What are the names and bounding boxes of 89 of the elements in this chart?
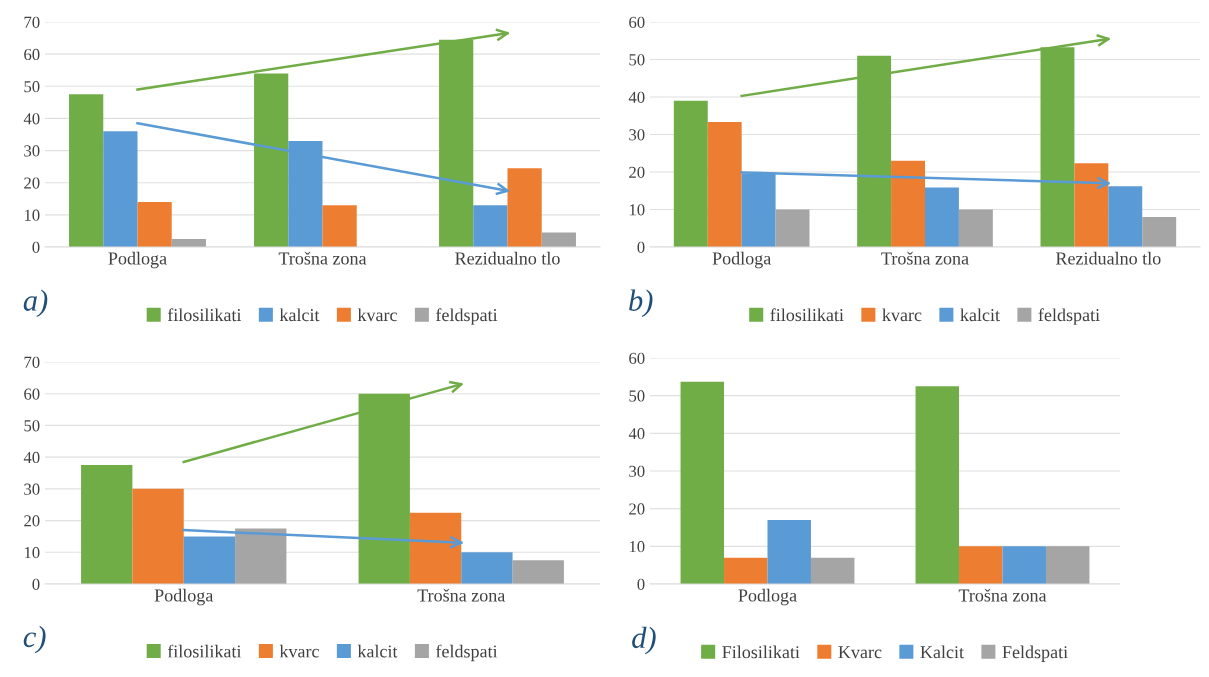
- x-tick-label: Rezidualno tlo: [1055, 251, 1161, 265]
- y-tick-label: 50: [24, 420, 40, 432]
- y-tick-label: 60: [24, 48, 40, 61]
- y-tick-label: 20: [629, 166, 645, 178]
- x-tick-label: Podloga: [154, 588, 214, 606]
- x-tick-label: Podloga: [712, 251, 772, 269]
- y-tick-label: 50: [629, 54, 645, 66]
- legend-label: kalcit: [357, 644, 398, 658]
- bar: [724, 557, 768, 584]
- y-tick-label: 0: [32, 578, 40, 590]
- x-tick-label: Rezidualno tlo: [455, 251, 560, 265]
- y-tick-label: 60: [629, 352, 645, 364]
- bar: [103, 131, 138, 247]
- legend-label: feldspati: [435, 308, 498, 325]
- bar: [183, 536, 236, 584]
- bar: [132, 488, 184, 584]
- y-tick-label: 50: [24, 80, 40, 93]
- bar: [925, 187, 959, 247]
- y-tick-label: 60: [24, 388, 40, 400]
- legend-label: kvarc: [882, 308, 922, 322]
- y-tick-label: 40: [23, 451, 40, 464]
- y-tick-label: 20: [24, 515, 40, 527]
- bar: [473, 205, 508, 247]
- bar: [1045, 546, 1090, 584]
- legend-label: filosilikati: [167, 308, 242, 322]
- bar: [959, 546, 1003, 584]
- legend-label: filosilikati: [770, 308, 844, 322]
- y-tick-label: 0: [32, 241, 40, 253]
- bar: [507, 168, 542, 247]
- x-tick-label: Trošna zona: [278, 251, 367, 265]
- legend-label: kvarc: [279, 644, 319, 658]
- bar: [512, 560, 564, 584]
- legend-label: kvarc: [357, 308, 397, 322]
- y-tick-label: 30: [629, 465, 645, 477]
- bar: [81, 465, 133, 584]
- bar: [461, 552, 513, 584]
- y-tick-label: 30: [24, 483, 40, 495]
- legend-label: feldspati: [435, 644, 498, 662]
- bar: [1002, 546, 1046, 584]
- bar: [958, 209, 993, 247]
- x-tick-label: Trošna zona: [958, 588, 1047, 602]
- x-tick-label: Trošna zona: [417, 588, 506, 602]
- legend-label: filosilikati: [167, 644, 242, 658]
- y-tick-label: 10: [629, 541, 645, 553]
- y-tick-label: 10: [24, 209, 40, 221]
- bar: [810, 557, 855, 584]
- legend-label: Kvarc: [838, 646, 882, 659]
- y-tick-label: 0: [637, 578, 645, 590]
- legend-label: kalcit: [279, 308, 320, 322]
- bar: [707, 122, 742, 247]
- bar: [137, 202, 172, 247]
- bar: [767, 519, 811, 584]
- bar: [891, 160, 925, 247]
- y-tick-label: 40: [628, 91, 645, 103]
- text: b): [629, 289, 653, 318]
- legend-label: Filosilikati: [722, 645, 800, 659]
- legend-label: kalcit: [960, 308, 1000, 322]
- x-tick-label: Trošna zona: [881, 251, 969, 265]
- bar: [673, 100, 708, 247]
- y-tick-label: 70: [24, 16, 40, 28]
- y-tick-label: 50: [629, 390, 645, 402]
- bar: [235, 528, 287, 584]
- text: c): [23, 625, 46, 654]
- y-tick-label: 30: [24, 145, 40, 157]
- bar: [775, 209, 810, 247]
- bar: [1142, 217, 1177, 247]
- y-tick-label: 10: [629, 204, 645, 216]
- y-tick-label: 40: [23, 113, 40, 125]
- bar: [680, 381, 725, 584]
- legend-label: Feldspati: [1002, 645, 1068, 662]
- text: a): [23, 289, 48, 318]
- bar: [69, 94, 104, 247]
- x-tick-label: Podloga: [108, 251, 167, 269]
- y-tick-label: 70: [24, 356, 40, 368]
- bar: [915, 386, 960, 584]
- x-tick-label: Podloga: [738, 588, 797, 606]
- y-tick-label: 20: [629, 503, 645, 515]
- y-tick-label: 60: [629, 16, 645, 28]
- y-tick-label: 40: [628, 428, 645, 440]
- y-tick-label: 10: [24, 546, 40, 559]
- y-tick-label: 30: [629, 129, 645, 141]
- bar: [409, 512, 462, 584]
- bar: [1074, 163, 1109, 247]
- text: d): [632, 626, 656, 655]
- legend-label: feldspati: [1038, 308, 1100, 325]
- legend-label: Kalcit: [920, 645, 964, 659]
- y-tick-label: 20: [24, 177, 40, 189]
- y-tick-label: 0: [637, 241, 645, 253]
- bar: [322, 205, 357, 247]
